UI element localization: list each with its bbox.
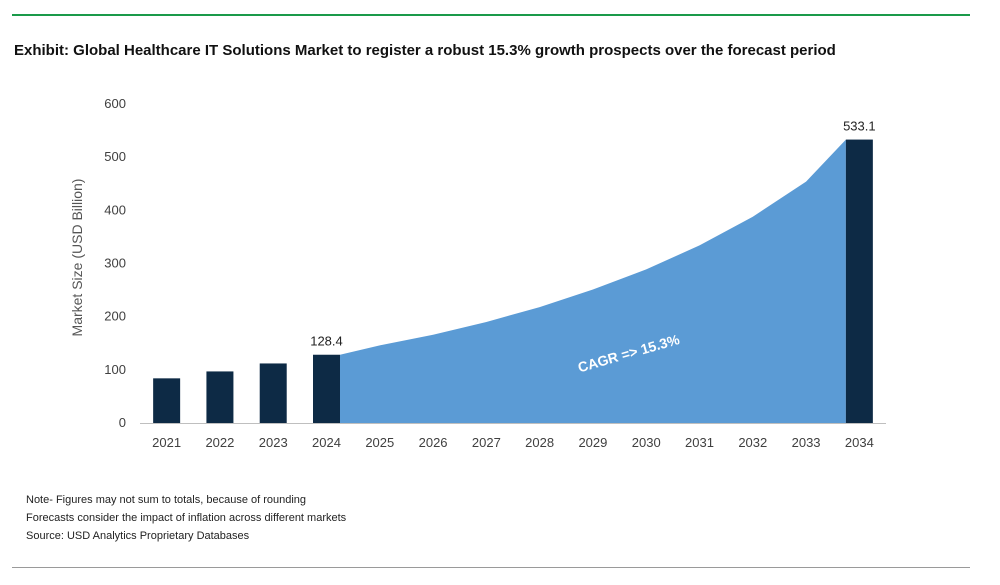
y-tick-label: 500 xyxy=(104,149,126,164)
top-rule xyxy=(12,14,970,16)
y-tick-label: 200 xyxy=(104,309,126,324)
bar-2023 xyxy=(259,363,287,423)
x-tick-label: 2022 xyxy=(205,435,234,450)
x-tick-label: 2033 xyxy=(792,435,821,450)
y-tick-label: 300 xyxy=(104,256,126,271)
data-label-2024: 128.4 xyxy=(310,334,343,349)
data-label-2034: 533.1 xyxy=(843,119,876,134)
x-tick-label: 2034 xyxy=(845,435,874,450)
note-inflation: Forecasts consider the impact of inflati… xyxy=(26,512,347,524)
x-tick-label: 2021 xyxy=(152,435,181,450)
note-source: Source: USD Analytics Proprietary Databa… xyxy=(26,530,250,542)
bottom-rule xyxy=(12,567,970,568)
x-tick-label: 2031 xyxy=(685,435,714,450)
x-tick-label: 2029 xyxy=(578,435,607,450)
notes-block: Note- Figures may not sum to totals, bec… xyxy=(26,491,346,545)
bar-2024 xyxy=(313,354,340,423)
note-rounding: Note- Figures may not sum to totals, bec… xyxy=(26,494,307,506)
x-tick-label: 2024 xyxy=(312,435,341,450)
x-tick-label: 2030 xyxy=(632,435,661,450)
y-tick-label: 400 xyxy=(104,202,126,217)
bar-2034 xyxy=(845,139,873,424)
y-tick-label: 600 xyxy=(104,96,126,111)
x-tick-label: 2027 xyxy=(472,435,501,450)
chart-title: Exhibit: Global Healthcare IT Solutions … xyxy=(14,42,836,59)
x-tick-label: 2025 xyxy=(365,435,394,450)
forecast-area xyxy=(340,139,846,424)
y-axis-label: Market Size (USD Billion) xyxy=(69,179,85,337)
bar-2022 xyxy=(206,371,234,423)
x-tick-label: 2023 xyxy=(259,435,288,450)
y-tick-label: 0 xyxy=(119,415,126,430)
bar-2021 xyxy=(153,378,181,423)
y-tick-label: 100 xyxy=(104,362,126,377)
x-tick-label: 2026 xyxy=(419,435,448,450)
x-tick-label: 2032 xyxy=(738,435,767,450)
x-tick-label: 2028 xyxy=(525,435,554,450)
